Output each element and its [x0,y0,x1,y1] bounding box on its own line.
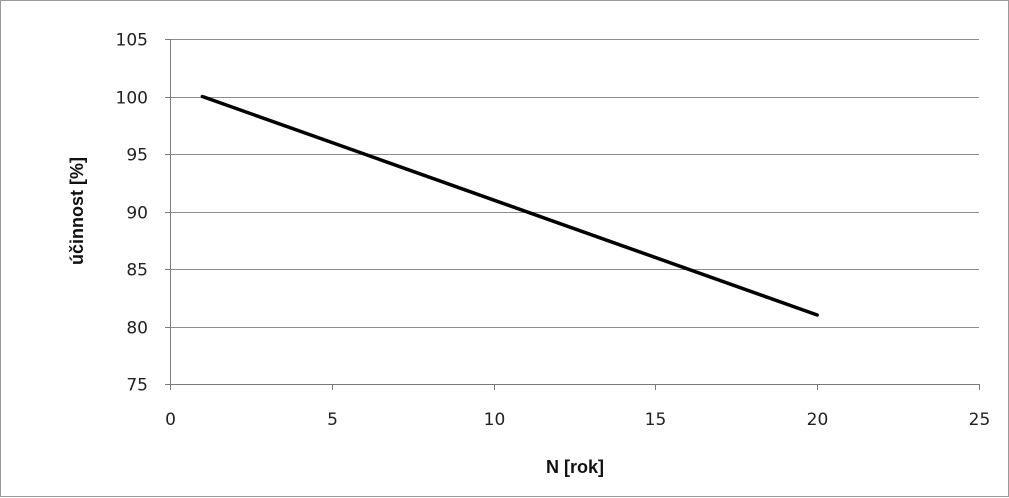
x-tick-label-10: 10 [484,410,506,430]
x-axis-title: N [rok] [546,457,604,477]
x-tick-label-20: 20 [807,410,829,430]
y-axis-title: účinnost [%] [67,157,87,265]
y-tick-label-95: 95 [126,146,148,166]
series-layer [200,94,819,317]
axes [165,39,980,390]
y-tick-label-105: 105 [116,31,148,51]
y-tick-label-90: 90 [126,204,148,224]
y-tick-label-85: 85 [126,261,148,281]
gridlines [170,39,979,328]
series-line-0 [200,94,819,317]
tick-labels: 75 80 85 90 95 100 105 0 5 10 15 20 25 [116,31,991,431]
x-tick-label-25: 25 [969,410,991,430]
x-tick-label-15: 15 [645,410,667,430]
y-tick-label-80: 80 [126,319,148,339]
x-tick-label-0: 0 [165,410,176,430]
x-tick-label-5: 5 [327,410,338,430]
y-tick-label-100: 100 [116,89,148,109]
y-tick-label-75: 75 [126,376,148,396]
